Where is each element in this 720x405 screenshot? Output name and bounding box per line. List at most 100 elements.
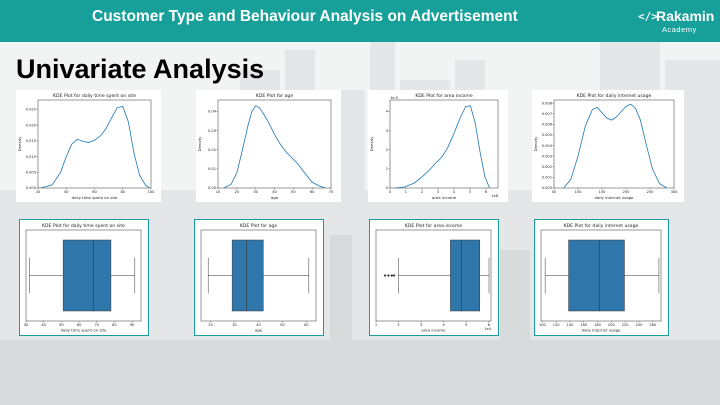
x-tick-label: 3 bbox=[420, 323, 422, 327]
y-tick-label: 0.006 bbox=[542, 123, 553, 127]
y-tick-label: 0 bbox=[386, 186, 389, 190]
x-axis-label: daily time spent on site bbox=[72, 195, 118, 200]
kde-plot-age: KDE Plot for age 10 20 30 40 50 60 70 0.00 0.01 0.… bbox=[196, 90, 341, 202]
plot-title: KDE Plot for daily time spent on site bbox=[53, 93, 136, 99]
x-tick-label: 40 bbox=[41, 323, 46, 327]
outlier-point bbox=[386, 274, 390, 277]
x-tick-label: 40 bbox=[256, 323, 261, 327]
x-tick-label: 260 bbox=[649, 323, 657, 327]
x-tick-label: 240 bbox=[636, 323, 644, 327]
x-tick-label: 70 bbox=[94, 323, 99, 327]
x-tick-label: 30 bbox=[232, 323, 237, 327]
x-tick-label: 50 bbox=[280, 323, 285, 327]
plot-frame bbox=[553, 99, 675, 189]
y-tick-label: 4 bbox=[386, 110, 389, 114]
y-tick-label: 0.000 bbox=[542, 186, 553, 190]
y-axis-label: Density bbox=[197, 136, 202, 151]
x-tick-label: 70 bbox=[329, 190, 334, 194]
x-axis-label: age bbox=[271, 195, 279, 200]
plot-title: KDE Plot for area income bbox=[415, 93, 473, 99]
y-tick-label: 0.03 bbox=[208, 129, 216, 133]
x-tick-label: 250 bbox=[647, 190, 655, 194]
y-tick-label: 0.01 bbox=[208, 167, 216, 171]
y-tick-label: 2 bbox=[386, 148, 388, 152]
x-tick-label: 80 bbox=[112, 323, 117, 327]
plot-title: KDE Plot for daily internet usage bbox=[564, 223, 639, 229]
logo-name: Rakamin bbox=[656, 8, 715, 24]
plot-title: KDE Plot for age bbox=[240, 223, 278, 229]
plot-frame bbox=[375, 229, 492, 322]
x-tick-label: 40 bbox=[272, 190, 277, 194]
x-offset-label: 1e4 bbox=[484, 327, 491, 331]
x-tick-label: 6 bbox=[485, 190, 488, 194]
x-tick-label: 2 bbox=[397, 323, 399, 327]
y-tick-label: 0.020 bbox=[26, 123, 37, 127]
x-tick-label: 6 bbox=[488, 323, 491, 327]
x-tick-label: 90 bbox=[130, 323, 135, 327]
x-axis-label: area income bbox=[432, 195, 457, 200]
x-tick-label: 20 bbox=[208, 323, 213, 327]
x-tick-label: 5 bbox=[465, 323, 467, 327]
box-plot-daily-internet-usage: KDE Plot for daily internet usage 100 120 1… bbox=[534, 219, 669, 336]
x-tick-label: 2 bbox=[421, 190, 423, 194]
iqr-box bbox=[231, 239, 264, 312]
logo-subtitle: Academy bbox=[662, 25, 697, 34]
plot-title: KDE Plot for daily time spent on site bbox=[42, 223, 125, 229]
x-tick-label: 60 bbox=[304, 323, 309, 327]
y-tick-label: 0.002 bbox=[542, 165, 552, 169]
x-tick-label: 120 bbox=[553, 323, 561, 327]
header-title: Customer Type and Behaviour Analysis on … bbox=[92, 8, 518, 25]
x-tick-label: 80 bbox=[120, 190, 125, 194]
x-tick-label: 200 bbox=[623, 190, 631, 194]
x-axis-label: daily internet usage bbox=[582, 328, 622, 333]
kde-plot-area-income: KDE Plot for area income 0 1 2 3 4 5 6 0 1 2 3 4 1e-5… bbox=[368, 90, 508, 202]
kde-curve bbox=[40, 105, 150, 189]
x-offset-label: 1e8 bbox=[491, 194, 498, 198]
kde-curve bbox=[563, 103, 668, 189]
plot-frame bbox=[540, 229, 662, 322]
x-tick-label: 1 bbox=[375, 323, 377, 327]
y-tick-label: 0.001 bbox=[542, 176, 552, 180]
y-tick-label: 3 bbox=[386, 129, 388, 133]
y-tick-label: 0.00 bbox=[208, 186, 217, 190]
x-tick-label: 60 bbox=[92, 190, 97, 194]
x-axis-label: daily time spent on site bbox=[61, 328, 107, 333]
iqr-box bbox=[568, 239, 625, 312]
outlier-point bbox=[390, 274, 394, 277]
box-plot-daily-time: KDE Plot for daily time spent on site 30 4… bbox=[19, 219, 149, 336]
x-tick-label: 30 bbox=[24, 323, 29, 327]
y-tick-label: 0.025 bbox=[26, 108, 36, 112]
x-tick-label: 60 bbox=[310, 190, 315, 194]
box-plot-age: KDE Plot for age 20 30 40 50 60 age bbox=[194, 219, 324, 336]
iqr-box bbox=[62, 239, 112, 312]
y-tick-label: 0.005 bbox=[26, 170, 36, 174]
y-tick-label: 0.015 bbox=[26, 139, 36, 143]
plot-frame bbox=[25, 229, 142, 322]
x-tick-label: 50 bbox=[59, 323, 64, 327]
x-tick-label: 40 bbox=[64, 190, 69, 194]
x-tick-label: 180 bbox=[594, 323, 602, 327]
x-tick-label: 20 bbox=[235, 190, 240, 194]
y-axis-label: Density bbox=[533, 136, 538, 151]
plot-title: KDE Plot for age bbox=[256, 93, 294, 99]
plot-frame bbox=[389, 99, 499, 189]
x-tick-label: 4 bbox=[453, 190, 456, 194]
section-title: Univariate Analysis bbox=[16, 54, 265, 84]
x-tick-label: 3 bbox=[437, 190, 439, 194]
y-tick-label: 0.004 bbox=[542, 144, 553, 148]
kde-curve bbox=[223, 105, 326, 189]
y-tick-label: 0.008 bbox=[542, 101, 553, 105]
x-axis-label: area income bbox=[421, 328, 446, 333]
iqr-box bbox=[450, 239, 480, 312]
y-tick-label: 0.005 bbox=[542, 133, 552, 137]
x-tick-label: 140 bbox=[567, 323, 575, 327]
plot-title: KDE Plot for daily internet usage bbox=[577, 93, 652, 99]
box-plot-area-income: KDE Plot for area income 1 2 3 4 5 6 1e4 area in… bbox=[369, 219, 499, 336]
y-tick-label: 0.007 bbox=[542, 112, 552, 116]
kde-plot-daily-time: KDE Plot for daily time spent on site 20 4… bbox=[16, 90, 161, 202]
x-tick-label: 220 bbox=[622, 323, 630, 327]
y-tick-label: 0.010 bbox=[26, 155, 37, 159]
x-tick-label: 10 bbox=[216, 190, 221, 194]
kde-curve bbox=[394, 105, 490, 189]
y-offset-label: 1e-5 bbox=[390, 96, 398, 100]
